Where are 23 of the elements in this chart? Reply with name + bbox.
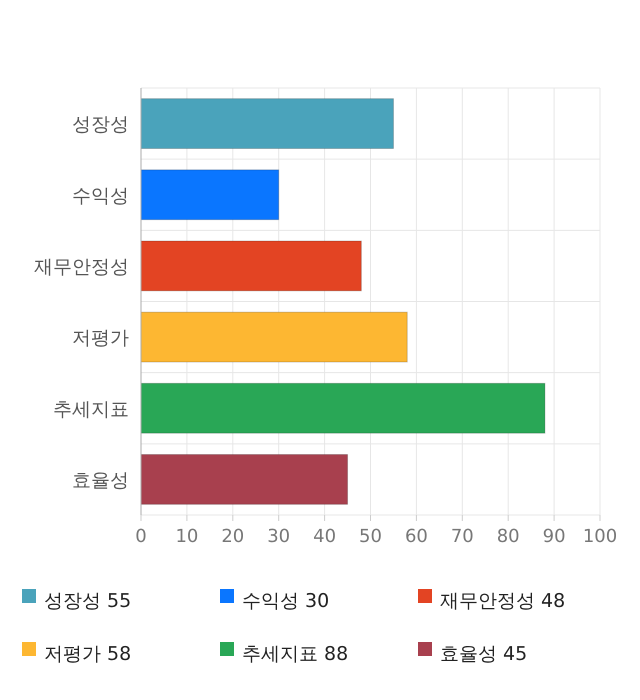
y-tick-label: 효율성 [72,469,129,492]
x-tick-label: 30 [267,526,290,547]
legend-label: 추세지표 88 [242,643,348,665]
x-tick-label: 80 [496,526,520,547]
x-tick-label: 10 [175,526,198,547]
y-tick-label: 저평가 [72,327,129,350]
legend-label: 성장성 55 [44,590,132,612]
x-tick-label: 60 [404,526,428,547]
x-tick-label: 0 [135,526,147,547]
legend-label: 효율성 45 [440,643,528,665]
legend-label: 저평가 58 [44,643,132,665]
x-tick-label: 100 [582,526,618,547]
x-tick-label: 20 [221,526,244,547]
y-tick-label: 재무안정성 [34,256,129,278]
x-tick-label: 40 [313,526,336,547]
y-tick-label: 추세지표 [53,398,129,420]
y-tick-label: 성장성 [72,114,129,136]
legend-label: 수익성 30 [242,590,330,612]
y-tick-label: 수익성 [72,184,129,207]
x-tick-label: 50 [359,526,382,547]
x-tick-label: 90 [542,526,566,547]
legend-label: 재무안정성 48 [440,590,566,612]
x-tick-label: 70 [450,526,474,547]
